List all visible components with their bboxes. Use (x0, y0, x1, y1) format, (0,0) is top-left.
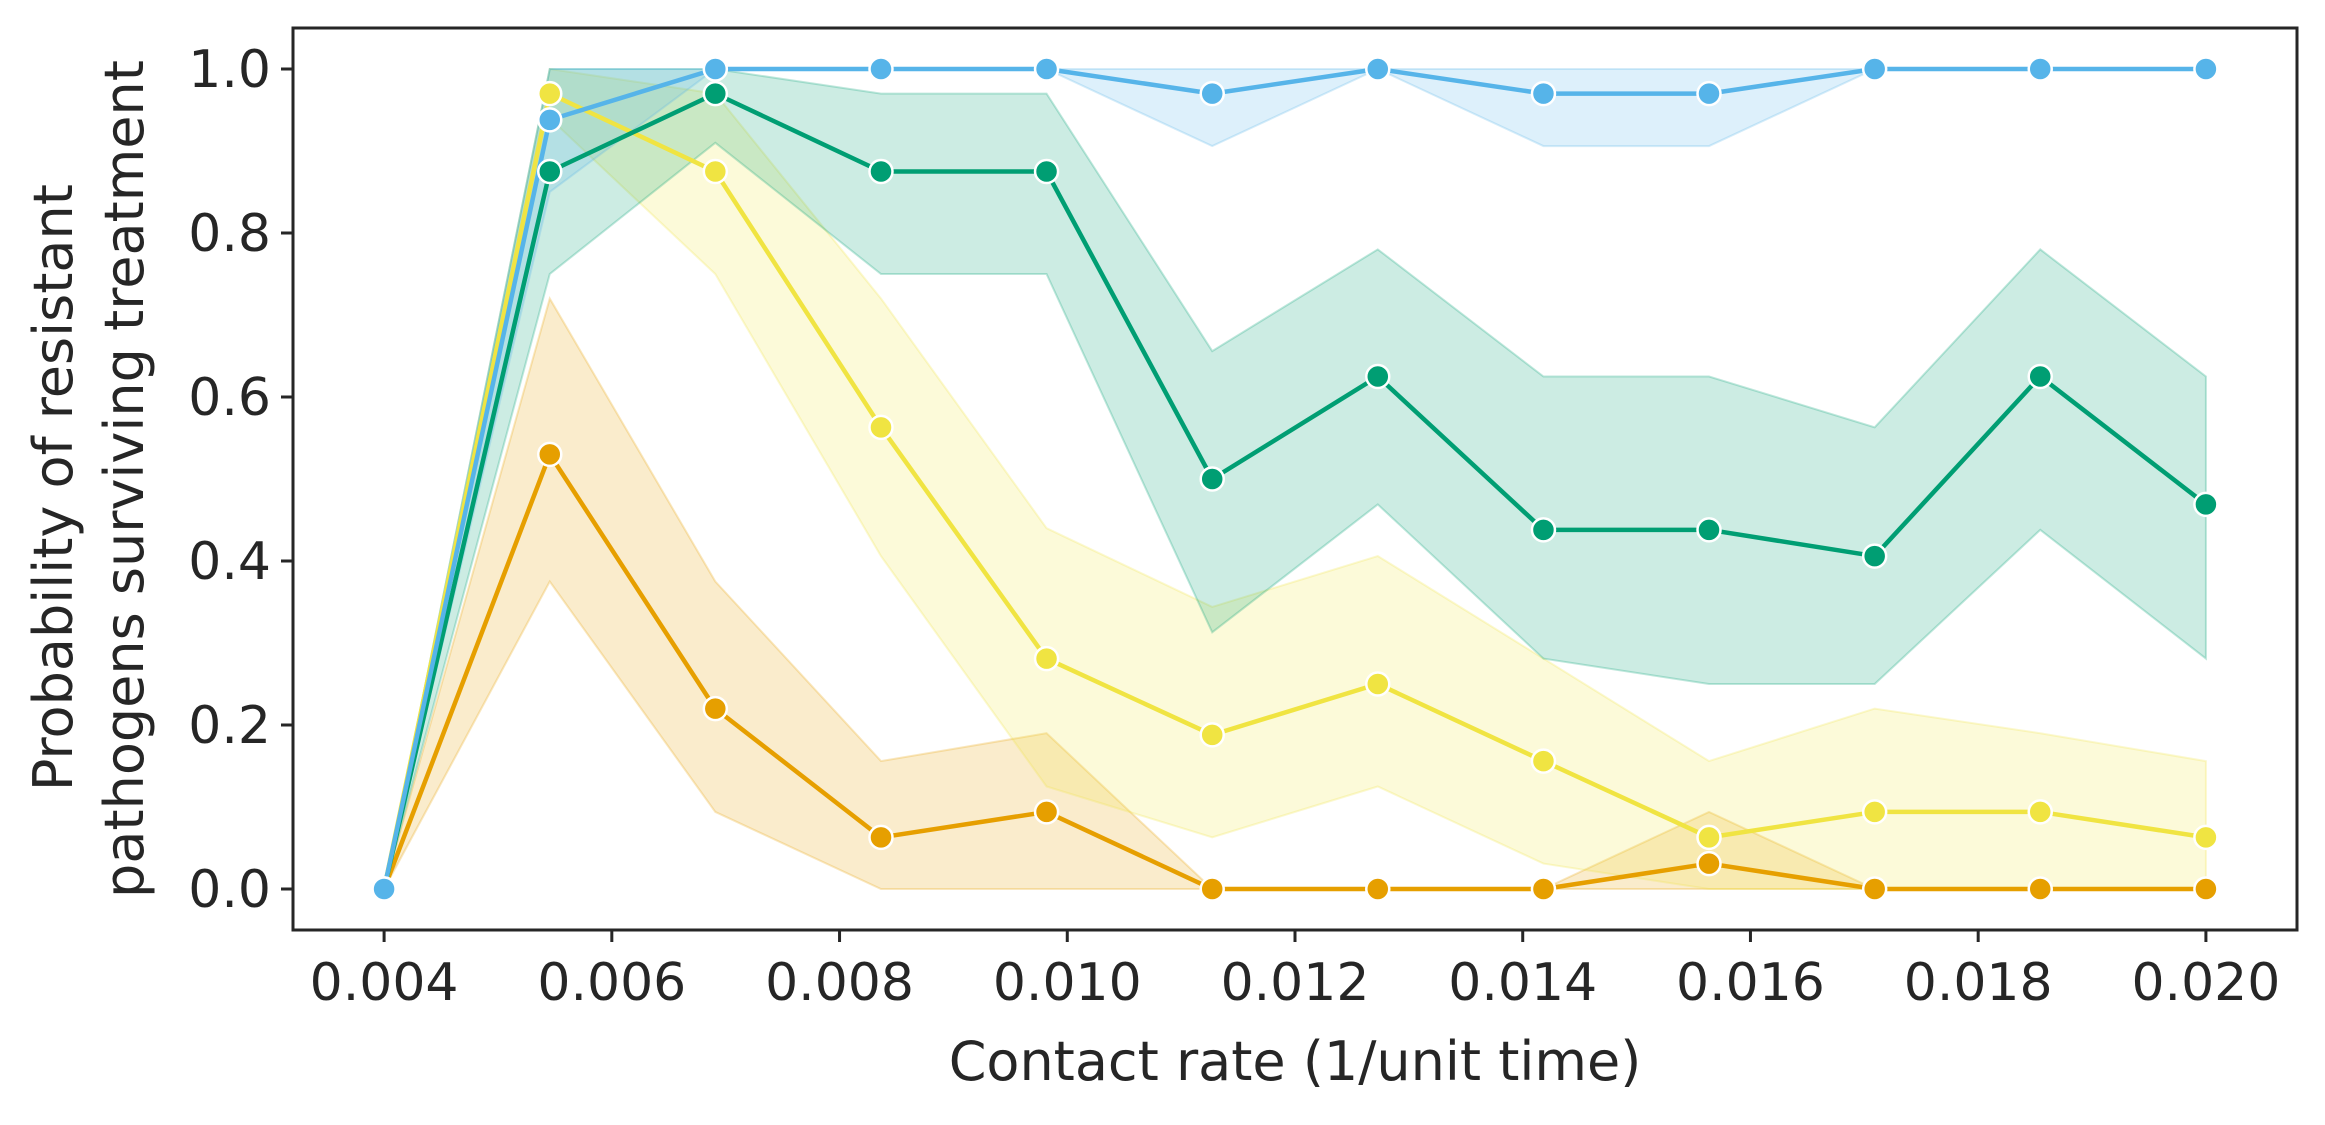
series-1-point (702, 158, 729, 185)
series-3-point (1696, 80, 1722, 107)
series-1-point (1530, 748, 1557, 774)
series-2-point (1530, 517, 1557, 543)
series-3-point (1033, 56, 1060, 82)
series-3-point (1199, 80, 1225, 107)
series-0-point (1365, 876, 1391, 902)
series-3-point (371, 876, 397, 902)
x-tick-label: 0.012 (1221, 953, 1370, 1013)
x-axis-label: Contact rate (1/unit time) (949, 1030, 1642, 1093)
series-1-point (537, 80, 563, 107)
series-0-point (1199, 876, 1225, 902)
series-0-band (383, 296, 2206, 890)
series-2-point (2193, 491, 2219, 518)
series-2-point (868, 158, 894, 185)
series-0-point (1696, 850, 1722, 877)
series-lines (381, 66, 2208, 892)
series-2-band (383, 68, 2207, 890)
series-0-point (537, 441, 563, 468)
series-3-point (2027, 56, 2053, 82)
series-1-point (1861, 799, 1888, 825)
y-axis-label: Probability of resistant pathogens survi… (22, 60, 156, 898)
series-1-point (2193, 824, 2219, 851)
series-0-point (1530, 876, 1557, 902)
series-0-point (1033, 799, 1060, 825)
series-3-point (1530, 80, 1557, 107)
series-0-point (2027, 876, 2053, 902)
series-0-point (1861, 876, 1888, 902)
x-tick-label: 0.016 (1676, 953, 1825, 1013)
y-tick-label: 0.8 (188, 204, 271, 264)
x-tick-label: 0.018 (1904, 953, 2053, 1013)
series-1-line (381, 91, 2207, 890)
series-2-point (702, 80, 729, 107)
y-axis-ticks: 0.0 0.2 0.4 0.6 0.8 1.0 (188, 40, 293, 920)
x-tick-label: 0.008 (765, 953, 914, 1013)
y-tick-label: 0.0 (188, 860, 271, 920)
y-axis-label-line-2: pathogens surviving treatment (93, 60, 156, 898)
series-2-point (537, 158, 563, 185)
series-3-point (537, 107, 563, 133)
series-0-line (381, 452, 2206, 892)
series-3-point (702, 56, 729, 82)
x-tick-label: 0.010 (993, 953, 1142, 1013)
y-axis-label-line-1: Probability of resistant (22, 184, 85, 791)
series-3-point (2193, 56, 2219, 82)
series-3-line (381, 66, 2206, 890)
series-2-point (2027, 363, 2053, 390)
series-2-point (1696, 517, 1722, 543)
series-3-point (868, 56, 894, 82)
y-tick-label: 0.4 (188, 532, 271, 592)
series-0-point (2193, 876, 2219, 902)
series-2-point (1861, 543, 1888, 569)
y-tick-label: 0.2 (188, 696, 271, 756)
series-2-point (1199, 466, 1225, 492)
x-axis-ticks: 0.004 0.006 0.008 0.010 0.012 0.014 0.016 0.018… (310, 930, 2280, 1013)
series-1-point (1199, 722, 1225, 748)
series-3-point (1861, 56, 1888, 82)
series-1-point (1696, 824, 1722, 851)
series-2-point (1033, 158, 1060, 185)
y-tick-label: 1.0 (188, 40, 271, 100)
series-markers (371, 56, 2219, 902)
series-0-point (702, 695, 729, 722)
series-1-point (2027, 799, 2053, 825)
x-tick-label: 0.006 (537, 953, 686, 1013)
x-tick-label: 0.020 (2131, 953, 2280, 1013)
y-tick-label: 0.6 (188, 368, 271, 428)
series-3-point (1365, 56, 1391, 82)
series-1-point (868, 414, 894, 441)
series-1-point (1033, 645, 1060, 672)
series-1-point (1365, 671, 1391, 697)
series-0-point (868, 824, 894, 851)
x-tick-label: 0.004 (310, 953, 459, 1013)
series-2-point (1365, 363, 1391, 390)
x-tick-label: 0.014 (1448, 953, 1597, 1013)
confidence-bands (383, 67, 2207, 890)
series-2-line (381, 91, 2208, 890)
